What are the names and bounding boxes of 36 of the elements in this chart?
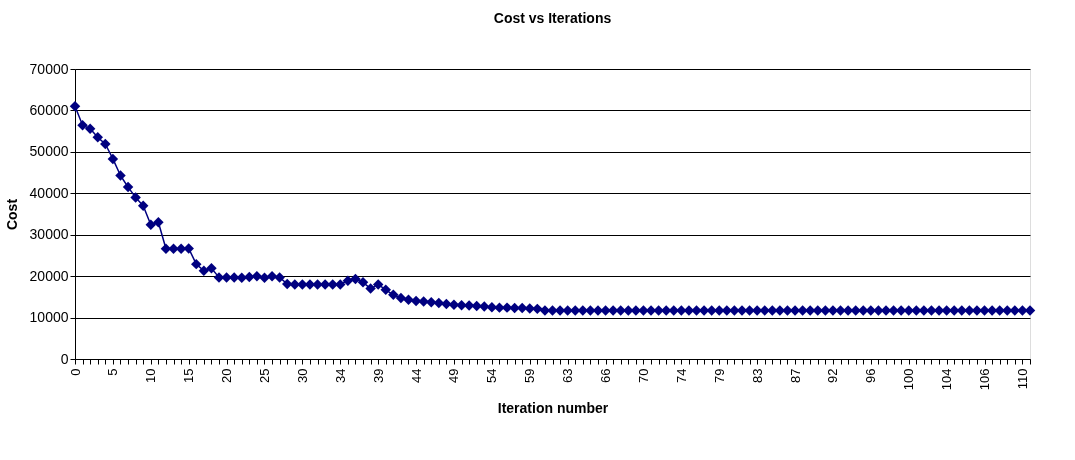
x-tick-label: 34 — [332, 368, 348, 383]
x-tick-label: 0 — [67, 368, 83, 376]
x-tick-label: 96 — [863, 368, 879, 383]
x-tick-label: 87 — [787, 368, 803, 383]
x-tick-label: 44 — [408, 368, 424, 383]
x-tick-label: 54 — [484, 368, 500, 383]
y-tick-label: 30000 — [29, 226, 69, 243]
x-tick-label: 100 — [901, 368, 917, 391]
chart-title: Cost vs Iterations — [493, 10, 612, 26]
x-tick-label: 5 — [105, 368, 121, 376]
x-tick-label: 63 — [560, 368, 576, 383]
y-tick-label: 40000 — [29, 184, 69, 201]
x-tick-label: 110 — [1014, 368, 1030, 390]
y-tick-label: 50000 — [29, 143, 69, 160]
x-tick-label: 49 — [446, 368, 462, 383]
x-tick-label: 70 — [635, 368, 651, 383]
x-axis-title: Iteration number — [497, 400, 609, 417]
x-tick-label: 83 — [749, 368, 765, 383]
x-tick-label: 92 — [825, 368, 841, 383]
x-tick-label: 39 — [370, 368, 386, 383]
x-tick-label: 106 — [977, 368, 993, 391]
y-tick-label: 20000 — [29, 267, 69, 284]
y-tick-label: 60000 — [29, 101, 69, 118]
x-tick-label: 59 — [522, 368, 538, 383]
y-tick-label: 10000 — [29, 309, 69, 326]
x-tick-label: 104 — [939, 368, 955, 391]
y-axis-title: Cost — [3, 198, 20, 231]
x-tick-label: 66 — [598, 368, 614, 383]
x-tick-label: 20 — [219, 368, 235, 383]
x-tick-label: 30 — [294, 368, 310, 383]
y-tick-label: 70000 — [29, 60, 69, 77]
x-tick-label: 15 — [181, 368, 197, 383]
x-tick-label: 74 — [673, 368, 689, 383]
x-tick-label: 25 — [256, 368, 272, 383]
x-tick-label: 79 — [711, 368, 727, 383]
x-tick-label: 10 — [143, 368, 159, 383]
